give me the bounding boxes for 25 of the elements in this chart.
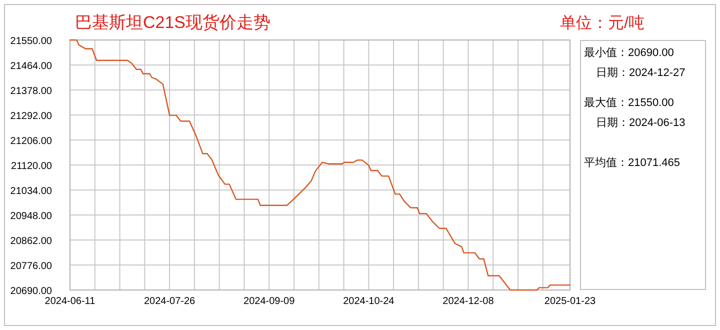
- y-tick-label: 21550.00: [10, 36, 52, 47]
- y-tick-label: 20948.00: [10, 211, 52, 222]
- text: 最大值：21550.00: [584, 96, 674, 109]
- y-tick-label: 21120.00: [11, 161, 52, 172]
- y-tick-label: 21378.00: [10, 86, 52, 97]
- y-tick-label: 21464.00: [10, 61, 52, 72]
- text: 日期：2024-12-27: [596, 67, 686, 79]
- chart-title: 巴基斯坦C21S现货价走势: [75, 13, 271, 32]
- y-tick-label: 21206.00: [10, 136, 52, 147]
- text: 日期：2024-06-13: [596, 117, 686, 129]
- x-tick-label: 2024-09-09: [244, 296, 296, 307]
- text: 单位：元/吨: [560, 14, 644, 32]
- x-tick-label: 2024-07-26: [144, 296, 196, 307]
- y-tick-label: 21292.00: [10, 111, 52, 122]
- y-tick-label: 20776.00: [10, 261, 52, 272]
- y-tick-label: 20690.00: [10, 286, 52, 297]
- text: 最小值：20690.00: [584, 46, 674, 59]
- line-series: [69, 39, 571, 291]
- x-tick-label: 2024-06-11: [44, 296, 96, 307]
- x-tick-label: 2024-12-08: [442, 296, 494, 307]
- text: 平均值：21071.465: [584, 157, 680, 169]
- y-tick-label: 20862.00: [10, 236, 52, 247]
- x-tick-label: 2025-01-23: [544, 296, 596, 307]
- x-tick-label: 2024-10-24: [343, 296, 395, 307]
- y-tick-label: 21034.00: [10, 186, 52, 197]
